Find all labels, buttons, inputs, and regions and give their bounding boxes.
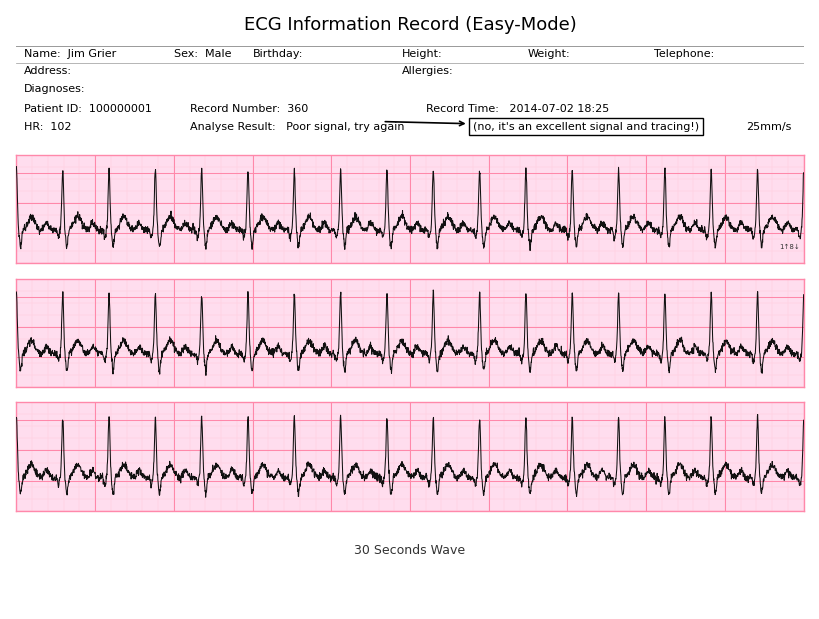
Text: 1↑8↓: 1↑8↓ xyxy=(778,244,799,250)
Text: Record Time:   2014-07-02 18:25: Record Time: 2014-07-02 18:25 xyxy=(425,104,609,114)
Text: Sex:  Male: Sex: Male xyxy=(174,49,231,59)
Text: Name:  Jim Grier: Name: Jim Grier xyxy=(25,49,116,59)
Text: HR:  102: HR: 102 xyxy=(25,121,72,132)
Text: Patient ID:  100000001: Patient ID: 100000001 xyxy=(25,104,152,114)
Text: Allergies:: Allergies: xyxy=(401,66,453,76)
Text: ECG Information Record (Easy-Mode): ECG Information Record (Easy-Mode) xyxy=(243,15,576,33)
Text: 25mm/s: 25mm/s xyxy=(745,121,791,132)
Text: Analyse Result:   Poor signal, try again: Analyse Result: Poor signal, try again xyxy=(189,121,404,132)
Text: Record Number:  360: Record Number: 360 xyxy=(189,104,307,114)
Text: Height:: Height: xyxy=(401,49,442,59)
Text: Weight:: Weight: xyxy=(527,49,570,59)
Text: (no, it's an excellent signal and tracing!): (no, it's an excellent signal and tracin… xyxy=(385,121,699,132)
Text: Address:: Address: xyxy=(25,66,72,76)
Text: Diagnoses:: Diagnoses: xyxy=(25,84,86,93)
Text: Birthday:: Birthday: xyxy=(252,49,302,59)
Text: Telephone:: Telephone: xyxy=(654,49,713,59)
Text: 30 Seconds Wave: 30 Seconds Wave xyxy=(354,544,465,558)
